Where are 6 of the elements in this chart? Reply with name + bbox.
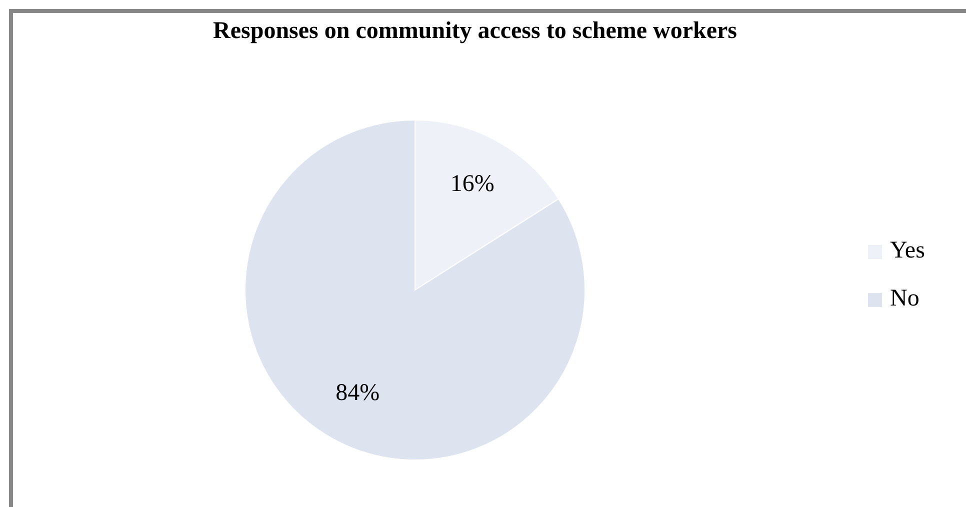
data-label: 84%: [336, 380, 380, 406]
pie-slice: [244, 120, 586, 460]
chart-title: Responses on community access to scheme workers: [213, 18, 737, 44]
data-label: 16%: [450, 171, 494, 198]
legend-label: Yes: [890, 238, 925, 264]
legend-label: No: [890, 286, 920, 312]
